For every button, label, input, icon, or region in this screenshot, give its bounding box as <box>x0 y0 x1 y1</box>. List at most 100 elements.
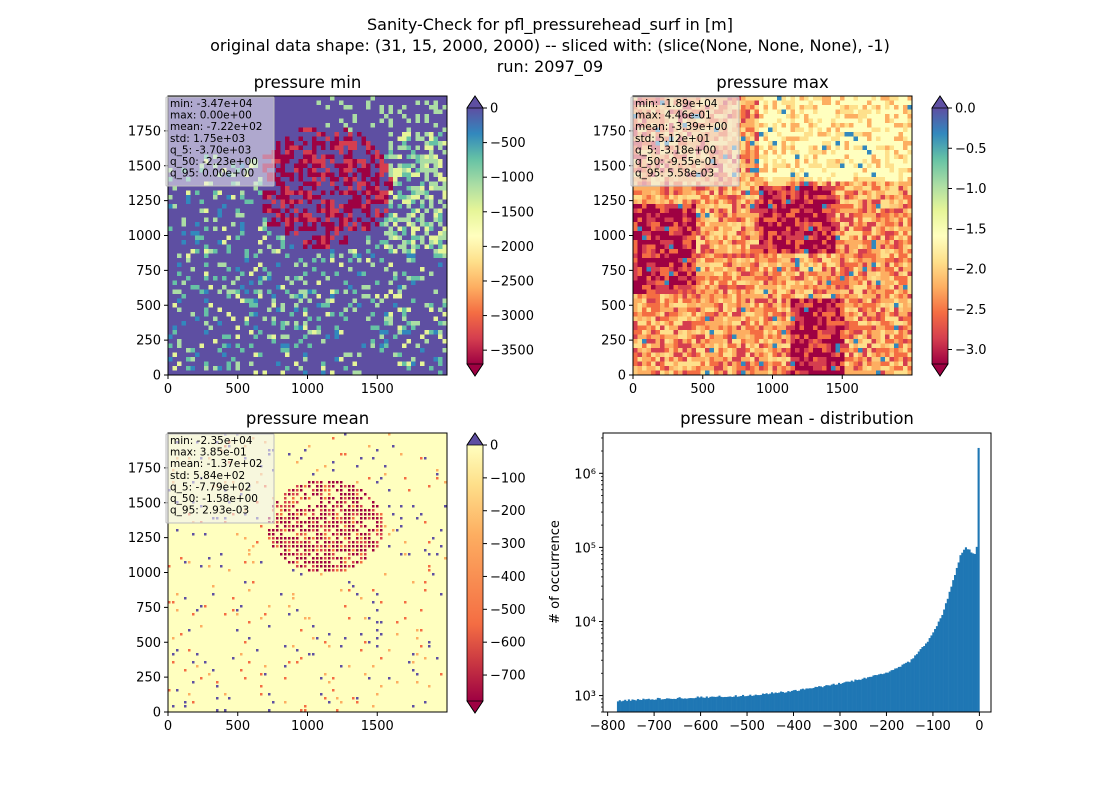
heatmap-cell <box>231 195 236 200</box>
heatmap-cell <box>777 244 782 249</box>
heatmap-cell <box>844 271 849 276</box>
heatmap-cell <box>858 222 863 227</box>
heatmap-cell <box>307 316 312 321</box>
heatmap-cell <box>633 244 638 249</box>
heatmap-cell <box>186 357 191 362</box>
heatmap-cell <box>438 132 443 137</box>
heatmap-cell <box>889 150 894 155</box>
heatmap-cell <box>682 339 687 344</box>
heatmap-cell <box>781 348 786 353</box>
heatmap-cell <box>817 343 822 348</box>
heatmap-cell <box>817 100 822 105</box>
heatmap-cell <box>204 366 209 371</box>
heatmap-cell <box>840 303 845 308</box>
heatmap-cell <box>817 357 822 362</box>
heatmap-cell <box>781 159 786 164</box>
heatmap-cell <box>750 357 755 362</box>
heatmap-cell <box>646 190 651 195</box>
heatmap-cell <box>226 361 231 366</box>
heatmap-cell <box>799 294 804 299</box>
heatmap-cell <box>898 172 903 177</box>
heatmap-cell <box>853 168 858 173</box>
heatmap-cell <box>424 244 429 249</box>
heatmap-cell <box>330 294 335 299</box>
heatmap-cell <box>727 249 732 254</box>
heatmap-cell <box>397 195 402 200</box>
heatmap-cell <box>714 244 719 249</box>
heatmap-cell <box>876 235 881 240</box>
heatmap-cell <box>804 181 809 186</box>
heatmap-cell <box>768 132 773 137</box>
heatmap-cell <box>700 334 705 339</box>
heatmap-cell <box>687 357 692 362</box>
heatmap-cell <box>678 321 683 326</box>
heatmap-cell <box>853 190 858 195</box>
heatmap-cell <box>303 321 308 326</box>
heatmap-cell <box>330 235 335 240</box>
heatmap-cell <box>885 181 890 186</box>
heatmap-cell <box>853 267 858 272</box>
heatmap-cell <box>700 280 705 285</box>
heatmap-cell <box>691 199 696 204</box>
heatmap-cell <box>781 208 786 213</box>
heatmap-cell <box>637 195 642 200</box>
heatmap-cell <box>759 226 764 231</box>
heatmap-cell <box>280 190 285 195</box>
heatmap-cell <box>754 280 759 285</box>
heatmap-cell <box>903 114 908 119</box>
heatmap-cell <box>835 177 840 182</box>
heatmap-cell <box>168 195 173 200</box>
heatmap-cell <box>867 213 872 218</box>
heatmap-cell <box>388 217 393 222</box>
heatmap-cell <box>678 280 683 285</box>
heatmap-cell <box>822 195 827 200</box>
heatmap-cell <box>741 168 746 173</box>
heatmap-cell <box>772 141 777 146</box>
heatmap-cell <box>723 276 728 281</box>
heatmap-cell <box>298 226 303 231</box>
heatmap-cell <box>840 271 845 276</box>
heatmap-cell <box>799 123 804 128</box>
heatmap-cell <box>763 105 768 110</box>
heatmap-cell <box>718 285 723 290</box>
heatmap-cell <box>898 316 903 321</box>
heatmap-cell <box>804 172 809 177</box>
heatmap-cell <box>858 154 863 159</box>
heatmap-cell <box>777 249 782 254</box>
heatmap-cell <box>379 109 384 114</box>
heatmap-cell <box>741 258 746 263</box>
heatmap-cell <box>691 235 696 240</box>
heatmap-cell <box>880 280 885 285</box>
heatmap-cell <box>898 231 903 236</box>
heatmap-cell <box>325 154 330 159</box>
heatmap-cell <box>804 159 809 164</box>
heatmap-cell <box>361 190 366 195</box>
heatmap-cell <box>678 249 683 254</box>
heatmap-cell <box>651 343 656 348</box>
heatmap-cell <box>177 271 182 276</box>
heatmap-cell <box>231 357 236 362</box>
heatmap-cell <box>651 289 656 294</box>
heatmap-cell <box>637 249 642 254</box>
heatmap-cell <box>696 222 701 227</box>
heatmap-cell <box>849 339 854 344</box>
heatmap-cell <box>736 321 741 326</box>
heatmap-cell <box>172 330 177 335</box>
heatmap-cell <box>880 307 885 312</box>
heatmap-cell <box>700 321 705 326</box>
heatmap-cell <box>298 168 303 173</box>
heatmap-cell <box>853 316 858 321</box>
heatmap-cell <box>334 177 339 182</box>
heatmap-cell <box>826 348 831 353</box>
heatmap-cell <box>442 231 447 236</box>
heatmap-cell <box>898 334 903 339</box>
heatmap-cell <box>633 298 638 303</box>
heatmap-cell <box>799 96 804 101</box>
heatmap-cell <box>723 213 728 218</box>
heatmap-cell <box>781 154 786 159</box>
heatmap-cell <box>799 213 804 218</box>
heatmap-cell <box>849 118 854 123</box>
heatmap-cell <box>750 262 755 267</box>
heatmap-cell <box>777 213 782 218</box>
heatmap-cell <box>664 285 669 290</box>
